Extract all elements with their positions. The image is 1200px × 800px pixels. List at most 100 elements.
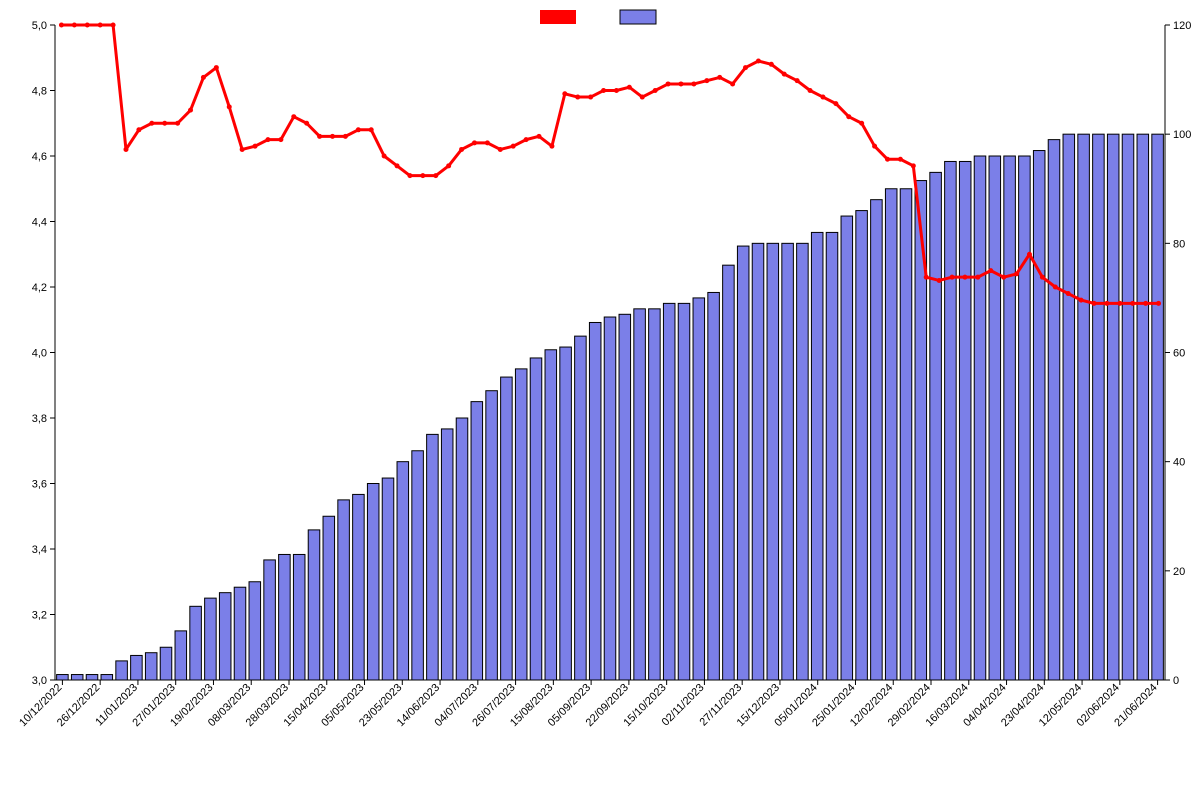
bar (752, 243, 764, 680)
bar (471, 402, 483, 680)
y-left-tick-label: 4,0 (32, 348, 47, 360)
line-marker (1092, 301, 1097, 306)
line-marker (743, 65, 748, 70)
line-marker (201, 75, 206, 80)
line-marker (446, 163, 451, 168)
y-left-tick-label: 3,4 (32, 544, 47, 556)
line-marker (1130, 301, 1135, 306)
line-marker (653, 88, 658, 93)
line-marker (614, 88, 619, 93)
legend (540, 10, 656, 24)
bar (767, 243, 779, 680)
line-marker (666, 81, 671, 86)
line-marker (330, 134, 335, 139)
line-marker (924, 275, 929, 280)
line-marker (227, 104, 232, 109)
line-marker (162, 121, 167, 126)
bar (1107, 134, 1119, 680)
y-right-tick-label: 0 (1173, 675, 1179, 687)
y-left-tick-label: 4,2 (32, 282, 47, 294)
line-marker (511, 144, 516, 149)
line-marker (950, 275, 955, 280)
bar (205, 598, 217, 680)
bar (249, 582, 261, 680)
legend-line-swatch (540, 10, 576, 24)
line-marker (962, 275, 967, 280)
bar (323, 516, 335, 680)
line-marker (549, 144, 554, 149)
line-marker (782, 72, 787, 77)
bar (264, 560, 276, 680)
bar (1019, 156, 1031, 680)
line-marker (240, 147, 245, 152)
line-marker (472, 140, 477, 145)
line-marker (872, 144, 877, 149)
line-marker (808, 88, 813, 93)
bar (279, 554, 291, 680)
line-marker (1027, 252, 1032, 257)
line-marker (304, 121, 309, 126)
line-marker (988, 268, 993, 273)
bar (545, 350, 557, 680)
line-marker (1079, 298, 1084, 303)
line-marker (407, 173, 412, 178)
bar (1048, 140, 1060, 680)
bar (101, 675, 113, 680)
y-left-tick-label: 4,6 (32, 151, 47, 163)
bar (412, 451, 424, 680)
legend-bar-swatch (620, 10, 656, 24)
line-marker (1143, 301, 1148, 306)
line-marker (343, 134, 348, 139)
line-marker (820, 95, 825, 100)
line-marker (395, 163, 400, 168)
line-marker (214, 65, 219, 70)
bar (160, 647, 172, 680)
bar (131, 655, 143, 680)
line-marker (420, 173, 425, 178)
line-marker (588, 95, 593, 100)
bar (885, 189, 897, 680)
line-marker (627, 85, 632, 90)
bar (175, 631, 187, 680)
line-marker (111, 23, 116, 28)
y-right-tick-label: 60 (1173, 348, 1185, 360)
y-left-tick-label: 4,4 (32, 217, 47, 229)
line-marker (123, 147, 128, 152)
bar (1033, 151, 1045, 680)
bar (826, 232, 838, 680)
bar (1078, 134, 1090, 680)
line-marker (317, 134, 322, 139)
y-left-tick-label: 3,8 (32, 413, 47, 425)
y-left-tick-label: 4,8 (32, 86, 47, 98)
bar (530, 358, 542, 680)
bar (515, 369, 527, 680)
line-marker (149, 121, 154, 126)
bar (353, 494, 365, 680)
line-marker (1104, 301, 1109, 306)
line-marker (537, 134, 542, 139)
bar (708, 292, 720, 680)
line-marker (291, 114, 296, 119)
bar (234, 587, 246, 680)
line-marker (601, 88, 606, 93)
line-marker (1066, 291, 1071, 296)
line-marker (717, 75, 722, 80)
bar (145, 653, 157, 680)
line-marker (382, 154, 387, 159)
bar (1093, 134, 1105, 680)
y-right-tick-label: 120 (1173, 20, 1191, 32)
line-marker (72, 23, 77, 28)
bar (737, 246, 749, 680)
bar (338, 500, 350, 680)
line-marker (498, 147, 503, 152)
line-marker (730, 81, 735, 86)
bar (900, 189, 912, 680)
bar (441, 429, 453, 680)
line-marker (265, 137, 270, 142)
line-marker (704, 78, 709, 83)
y-right-tick-label: 100 (1173, 129, 1191, 141)
bar (782, 243, 794, 680)
bar (797, 243, 809, 680)
line-marker (640, 95, 645, 100)
bar (1004, 156, 1016, 680)
